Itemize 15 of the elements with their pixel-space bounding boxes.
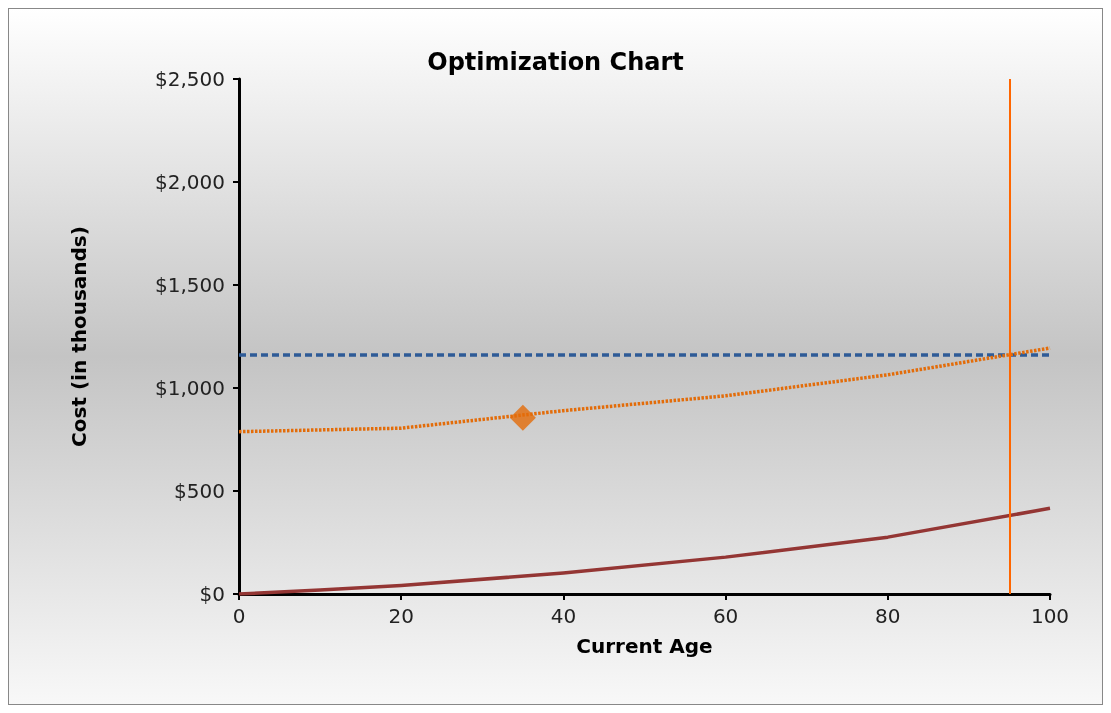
x-axis-title: Current Age [576,634,713,658]
y-tick-label: $2,000 [155,170,225,194]
y-tick-label: $500 [174,479,225,503]
x-tick-label: 20 [388,604,414,628]
y-tick-label: $2,500 [155,67,225,91]
y-tick-label: $1,500 [155,273,225,297]
y-axis-title: Cost (in thousands) [67,226,91,447]
x-tick-label: 40 [550,604,577,628]
x-tick-label: 80 [875,604,901,628]
x-tick-label: 60 [712,604,739,628]
chart-title: Optimization Chart [427,48,684,76]
y-tick-label: $0 [199,582,225,606]
x-tick-label: 100 [1030,604,1070,628]
y-tick-label: $1,000 [155,376,225,400]
x-tick-label: 0 [232,604,246,628]
